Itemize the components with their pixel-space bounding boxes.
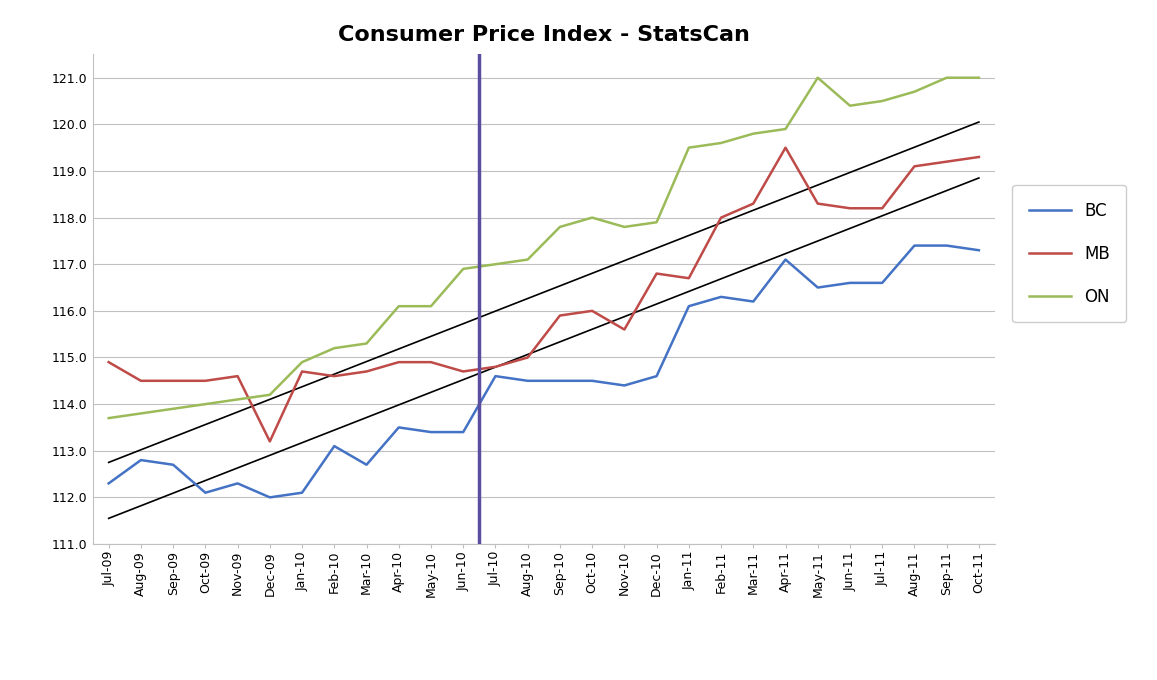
MB (263, 437, 277, 445)
BC (779, 256, 793, 264)
ON (327, 344, 341, 352)
MB (746, 199, 760, 207)
MB (843, 204, 857, 212)
MB (553, 311, 567, 320)
Line: MB: MB (109, 148, 979, 441)
ON (714, 139, 728, 147)
MB (939, 158, 953, 166)
ON (230, 395, 244, 403)
BC (681, 302, 695, 310)
BC (553, 377, 567, 385)
MB (167, 377, 180, 385)
ON (134, 409, 148, 418)
ON (295, 358, 309, 367)
MB (972, 153, 986, 161)
ON (199, 400, 213, 408)
MB (875, 204, 889, 212)
BC (263, 493, 277, 501)
MB (585, 307, 599, 315)
ON (585, 214, 599, 222)
BC (423, 428, 437, 436)
MB (521, 354, 535, 362)
BC (585, 377, 599, 385)
ON (392, 302, 406, 310)
ON (907, 88, 921, 96)
MB (618, 326, 632, 334)
MB (907, 163, 921, 171)
MB (488, 362, 502, 371)
ON (423, 302, 437, 310)
MB (295, 367, 309, 375)
MB (392, 358, 406, 367)
BC (939, 241, 953, 250)
ON (167, 405, 180, 413)
Line: ON: ON (109, 78, 979, 418)
MB (650, 269, 664, 277)
ON (843, 101, 857, 109)
ON (875, 97, 889, 105)
ON (972, 73, 986, 82)
ON (939, 73, 953, 82)
Title: Consumer Price Index - StatsCan: Consumer Price Index - StatsCan (338, 24, 750, 44)
MB (199, 377, 213, 385)
ON (456, 265, 470, 273)
MB (134, 377, 148, 385)
MB (779, 143, 793, 152)
ON (681, 143, 695, 152)
BC (650, 372, 664, 380)
ON (263, 391, 277, 399)
MB (230, 372, 244, 380)
BC (843, 279, 857, 287)
BC (327, 442, 341, 450)
BC (907, 241, 921, 250)
BC (360, 460, 374, 469)
Line: BC: BC (109, 245, 979, 497)
ON (553, 223, 567, 231)
BC (714, 293, 728, 301)
MB (811, 199, 825, 207)
MB (102, 358, 116, 367)
BC (456, 428, 470, 436)
BC (102, 479, 116, 488)
MB (360, 367, 374, 375)
ON (811, 73, 825, 82)
ON (650, 218, 664, 226)
BC (134, 456, 148, 464)
BC (972, 246, 986, 254)
BC (295, 489, 309, 497)
MB (327, 372, 341, 380)
ON (779, 125, 793, 133)
ON (488, 260, 502, 269)
MB (456, 367, 470, 375)
BC (199, 489, 213, 497)
BC (521, 377, 535, 385)
ON (102, 414, 116, 422)
BC (811, 284, 825, 292)
MB (423, 358, 437, 367)
BC (618, 381, 632, 390)
BC (230, 479, 244, 488)
BC (746, 297, 760, 305)
Legend: BC, MB, ON: BC, MB, ON (1012, 185, 1127, 322)
BC (392, 424, 406, 432)
MB (681, 274, 695, 282)
MB (714, 214, 728, 222)
BC (488, 372, 502, 380)
ON (521, 256, 535, 264)
ON (360, 339, 374, 347)
BC (167, 460, 180, 469)
ON (746, 130, 760, 138)
ON (618, 223, 632, 231)
BC (875, 279, 889, 287)
